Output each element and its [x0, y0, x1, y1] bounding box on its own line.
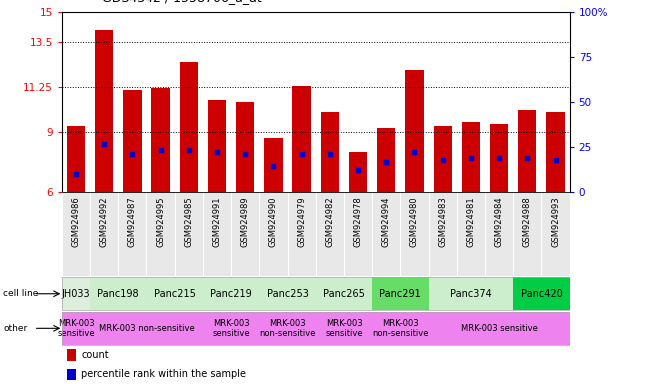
Text: GSM924983: GSM924983	[438, 196, 447, 247]
Bar	[90, 277, 146, 310]
Text: GSM924984: GSM924984	[495, 196, 504, 247]
Bar	[236, 102, 255, 192]
Text: GSM924995: GSM924995	[156, 196, 165, 247]
Text: MRK-003
sensitive: MRK-003 sensitive	[325, 319, 363, 338]
Text: GSM924988: GSM924988	[523, 196, 532, 247]
Bar	[490, 124, 508, 192]
Bar	[90, 312, 203, 345]
Text: Panc219: Panc219	[210, 289, 252, 299]
Text: Panc420: Panc420	[521, 289, 562, 299]
Text: GSM924978: GSM924978	[353, 196, 363, 247]
Text: MRK-003 sensitive: MRK-003 sensitive	[461, 324, 538, 333]
Bar	[62, 312, 90, 345]
Text: GSM924990: GSM924990	[269, 196, 278, 247]
Bar	[123, 90, 141, 192]
Bar	[462, 122, 480, 192]
Text: Panc253: Panc253	[267, 289, 309, 299]
Bar	[316, 277, 372, 310]
Bar	[67, 349, 76, 361]
Text: Panc291: Panc291	[380, 289, 421, 299]
Text: GSM924980: GSM924980	[410, 196, 419, 247]
Text: JH033: JH033	[62, 289, 90, 299]
Text: GDS4342 / 1558706_a_at: GDS4342 / 1558706_a_at	[102, 0, 262, 4]
Bar	[406, 70, 424, 192]
Bar	[321, 112, 339, 192]
Bar	[372, 312, 428, 345]
Text: GSM924992: GSM924992	[100, 196, 109, 247]
Text: MRK-003
sensitive: MRK-003 sensitive	[57, 319, 95, 338]
Bar	[180, 62, 198, 192]
Bar	[546, 112, 564, 192]
Bar	[146, 277, 203, 310]
Text: GSM924986: GSM924986	[72, 196, 81, 247]
Text: GSM924989: GSM924989	[241, 196, 250, 247]
Bar	[95, 30, 113, 192]
Text: Panc265: Panc265	[323, 289, 365, 299]
Bar	[513, 277, 570, 310]
Bar	[434, 126, 452, 192]
Text: GSM924979: GSM924979	[297, 196, 306, 247]
Bar	[316, 312, 372, 345]
Text: GSM924981: GSM924981	[466, 196, 475, 247]
Text: MRK-003
non-sensitive: MRK-003 non-sensitive	[372, 319, 428, 338]
Bar	[428, 312, 570, 345]
Text: percentile rank within the sample: percentile rank within the sample	[81, 369, 246, 379]
Text: other: other	[3, 324, 27, 333]
Bar	[67, 126, 85, 192]
Bar	[203, 312, 259, 345]
Bar	[518, 110, 536, 192]
Text: MRK-003
non-sensitive: MRK-003 non-sensitive	[259, 319, 316, 338]
Text: MRK-003 non-sensitive: MRK-003 non-sensitive	[98, 324, 195, 333]
Bar	[264, 138, 283, 192]
Text: Panc374: Panc374	[450, 289, 492, 299]
Bar	[152, 88, 170, 192]
Text: GSM924994: GSM924994	[381, 196, 391, 247]
Bar	[259, 277, 316, 310]
Bar	[377, 128, 395, 192]
Text: GSM924991: GSM924991	[212, 196, 221, 247]
Bar	[372, 277, 428, 310]
Bar	[428, 277, 513, 310]
Text: MRK-003
sensitive: MRK-003 sensitive	[212, 319, 250, 338]
Text: GSM924993: GSM924993	[551, 196, 560, 247]
Text: cell line: cell line	[3, 289, 38, 298]
Bar	[259, 312, 316, 345]
Bar	[67, 369, 76, 380]
Text: Panc215: Panc215	[154, 289, 195, 299]
Text: Panc198: Panc198	[98, 289, 139, 299]
Text: count: count	[81, 350, 109, 360]
Text: GSM924987: GSM924987	[128, 196, 137, 247]
Bar	[208, 100, 226, 192]
Text: GSM924982: GSM924982	[326, 196, 335, 247]
Bar	[292, 86, 311, 192]
Bar	[349, 152, 367, 192]
Bar	[62, 277, 90, 310]
Bar	[203, 277, 259, 310]
Text: GSM924985: GSM924985	[184, 196, 193, 247]
